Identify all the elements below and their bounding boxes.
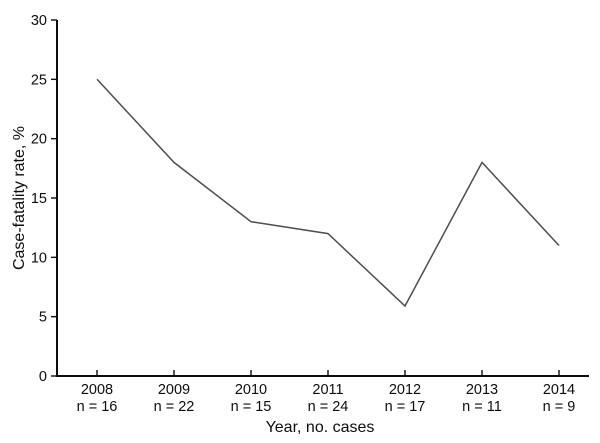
- x-tick-label-year: 2011: [312, 382, 343, 398]
- data-series: [96, 78, 560, 308]
- x-axis-title: Year, no. cases: [266, 419, 375, 436]
- x-tick-label-cases: n = 9: [543, 399, 576, 415]
- x-tick-label-year: 2009: [158, 382, 190, 398]
- x-tick-label-cases: n = 24: [308, 399, 349, 415]
- y-tick-label: 30: [31, 13, 47, 29]
- y-tick-label: 5: [39, 310, 47, 326]
- x-tick-label-cases: n = 11: [462, 399, 502, 415]
- y-tick-label: 15: [31, 191, 47, 207]
- fatality-rate-line: [96, 78, 560, 308]
- x-tick-label-year: 2014: [543, 382, 575, 398]
- x-tick-label-cases: n = 16: [77, 399, 118, 415]
- x-tick-label-cases: n = 15: [231, 399, 272, 415]
- x-tick-label-year: 2012: [389, 382, 421, 398]
- x-tick-label-cases: n = 17: [385, 399, 426, 415]
- axis-frame: [56, 20, 589, 377]
- y-tick-label: 10: [31, 250, 47, 266]
- x-tick-label-year: 2013: [466, 382, 498, 398]
- x-tick-label-year: 2010: [235, 382, 267, 398]
- axes: [56, 20, 589, 377]
- y-axis-title: Case-fatality rate, %: [11, 126, 28, 270]
- y-tick-label: 0: [39, 369, 47, 385]
- y-tick-label: 25: [31, 72, 47, 88]
- y-tick-label: 20: [31, 132, 47, 148]
- x-tick-label-cases: n = 22: [154, 399, 195, 415]
- x-tick-label-year: 2008: [81, 382, 113, 398]
- axis-ticks: [51, 19, 560, 377]
